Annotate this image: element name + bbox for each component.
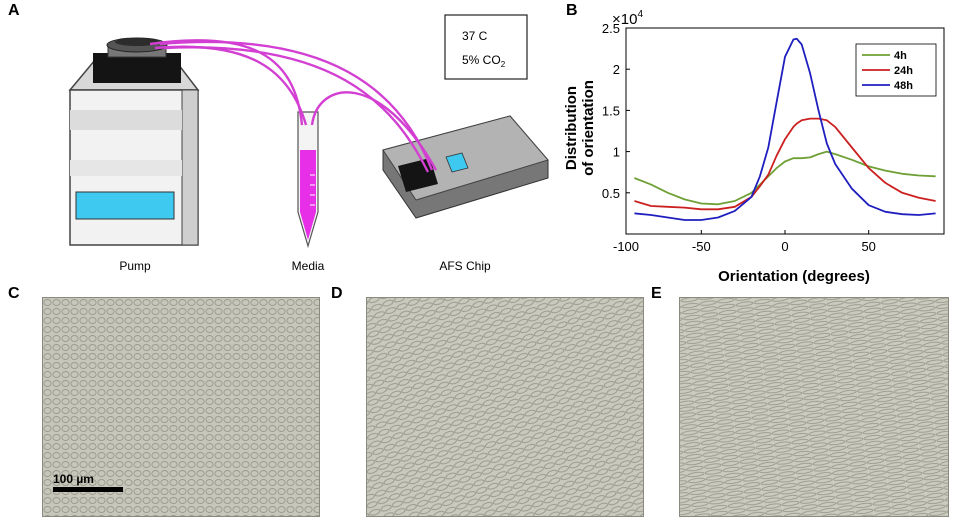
tubing-lines xyxy=(149,39,438,173)
panel-letter-e: E xyxy=(651,285,662,302)
legend-label-4h: 4h xyxy=(894,50,907,62)
afs-chip-illustration xyxy=(382,115,549,219)
y-tick-label: 2.5 xyxy=(602,21,620,36)
y-multiplier: ×104 xyxy=(612,9,643,28)
media-tube-illustration xyxy=(297,111,319,249)
panel-letter-c: C xyxy=(8,285,20,302)
pump-illustration xyxy=(68,37,200,246)
chip-screen-icon xyxy=(445,152,469,173)
scale-bar-label: 100 µm xyxy=(53,472,94,486)
series-line-24h xyxy=(634,117,936,211)
flow-setup-diagram: 37 C 5% CO2 Pump Media AFS Chip xyxy=(68,14,549,273)
x-tick-label: -100 xyxy=(613,239,639,254)
x-tick-label: -50 xyxy=(692,239,711,254)
cell-texture-aligned xyxy=(680,298,948,516)
incubator-conditions-box xyxy=(444,14,528,80)
x-axis-label: Orientation (degrees) xyxy=(718,268,870,285)
orientation-chart: -100 -50 0 50 0.5 1 1.5 2 2.5 4h 24h 48h ×104 Distr… xyxy=(563,9,945,285)
cell-texture-round xyxy=(43,298,319,516)
panel-letter-d: D xyxy=(331,285,343,302)
y-axis-label-line2: of orientation xyxy=(580,80,597,176)
legend-label-48h: 48h xyxy=(894,80,913,92)
y-tick-label: 2 xyxy=(613,62,620,77)
media-label: Media xyxy=(292,259,325,273)
legend-label-24h: 24h xyxy=(894,65,913,77)
scale-bar xyxy=(53,487,123,492)
micrograph-48h xyxy=(679,297,949,517)
x-tick-label: 50 xyxy=(861,239,875,254)
series-line-4h xyxy=(634,150,936,206)
pump-display-icon xyxy=(75,191,175,220)
incubator-temp-label: 37 C xyxy=(462,29,488,43)
y-tick-label: 1 xyxy=(613,145,620,160)
cell-texture-mixed xyxy=(367,298,643,516)
y-tick-label: 1.5 xyxy=(602,103,620,118)
panel-letter-a: A xyxy=(8,2,20,19)
pump-label: Pump xyxy=(119,259,151,273)
x-tick-label: 0 xyxy=(781,239,788,254)
micrograph-4h: 100 µm xyxy=(42,297,320,517)
panel-letter-b: B xyxy=(566,2,578,19)
series-line-48h xyxy=(634,37,936,221)
chip-label: AFS Chip xyxy=(439,259,491,273)
y-axis-label-line1: Distribution xyxy=(563,86,580,170)
incubator-co2-label: 5% CO2 xyxy=(462,53,506,69)
micrograph-24h xyxy=(366,297,644,517)
y-tick-label: 0.5 xyxy=(602,186,620,201)
